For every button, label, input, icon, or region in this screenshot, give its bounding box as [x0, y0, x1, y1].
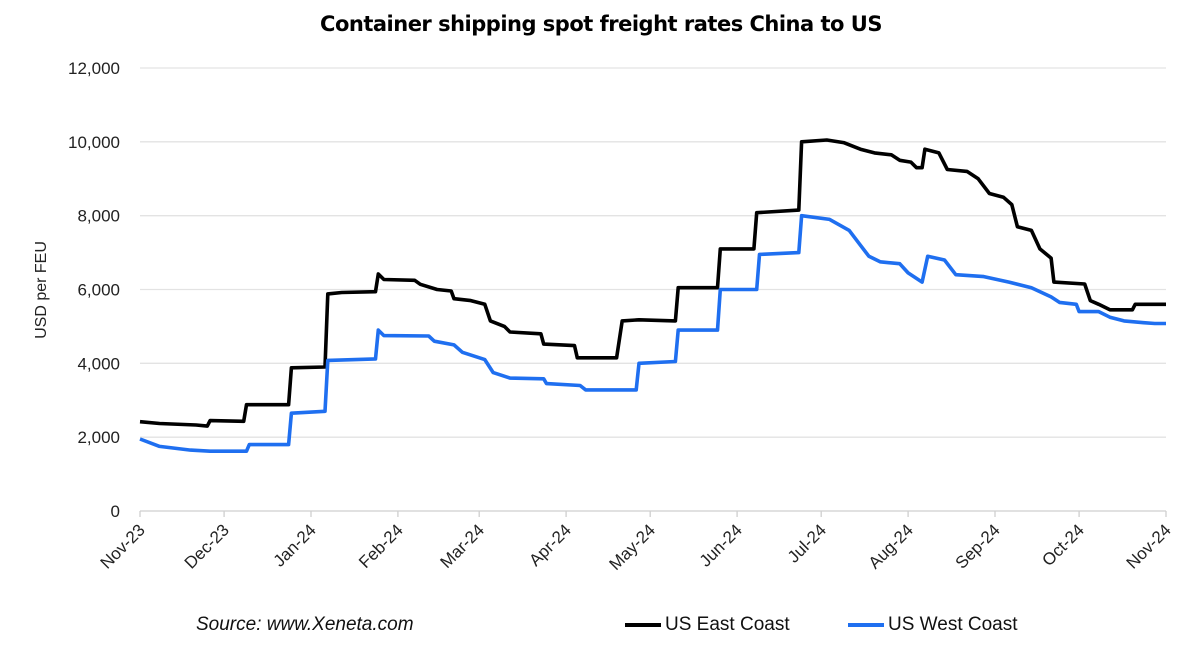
x-tick-label: Jun-24: [696, 520, 746, 570]
x-tick-label: May-24: [606, 520, 660, 574]
legend-swatch: [848, 623, 884, 627]
series-line-us-east-coast: [139, 138, 1166, 428]
x-tick-label: Jan-24: [270, 520, 320, 570]
legend-label: US East Coast: [665, 614, 790, 635]
legend-item-east-coast: US East Coast: [625, 614, 790, 636]
y-tick-label: 6,000: [77, 281, 120, 300]
x-tick-label: Apr-24: [525, 520, 575, 570]
y-axis-label: USD per FEU: [33, 241, 50, 339]
x-tick-label: Oct-24: [1038, 520, 1088, 570]
x-tick-label: Nov-24: [1123, 520, 1175, 572]
legend-label: US West Coast: [888, 614, 1018, 635]
x-tick-label: Nov-23: [97, 520, 149, 572]
legend-swatch: [625, 623, 661, 627]
series-line-us-west-coast: [139, 213, 1166, 454]
x-tick-label: Mar-24: [437, 520, 489, 572]
x-tick-label: Jul-24: [784, 520, 830, 566]
y-tick-label: 8,000: [77, 207, 120, 226]
y-tick-label: 4,000: [77, 354, 120, 373]
source-note: Source: www.Xeneta.com: [196, 614, 414, 635]
y-tick-label: 12,000: [68, 59, 120, 78]
y-tick-label: 0: [111, 502, 120, 521]
x-tick-label: Dec-23: [181, 520, 233, 572]
legend-item-west-coast: US West Coast: [848, 614, 1018, 636]
x-tick-label: Aug-24: [865, 520, 917, 572]
x-tick-label: Sep-24: [952, 520, 1004, 572]
x-tick-label: Feb-24: [355, 520, 407, 572]
chart-title: Container shipping spot freight rates Ch…: [320, 12, 882, 36]
y-tick-label: 2,000: [77, 428, 120, 447]
y-tick-label: 10,000: [68, 133, 120, 152]
